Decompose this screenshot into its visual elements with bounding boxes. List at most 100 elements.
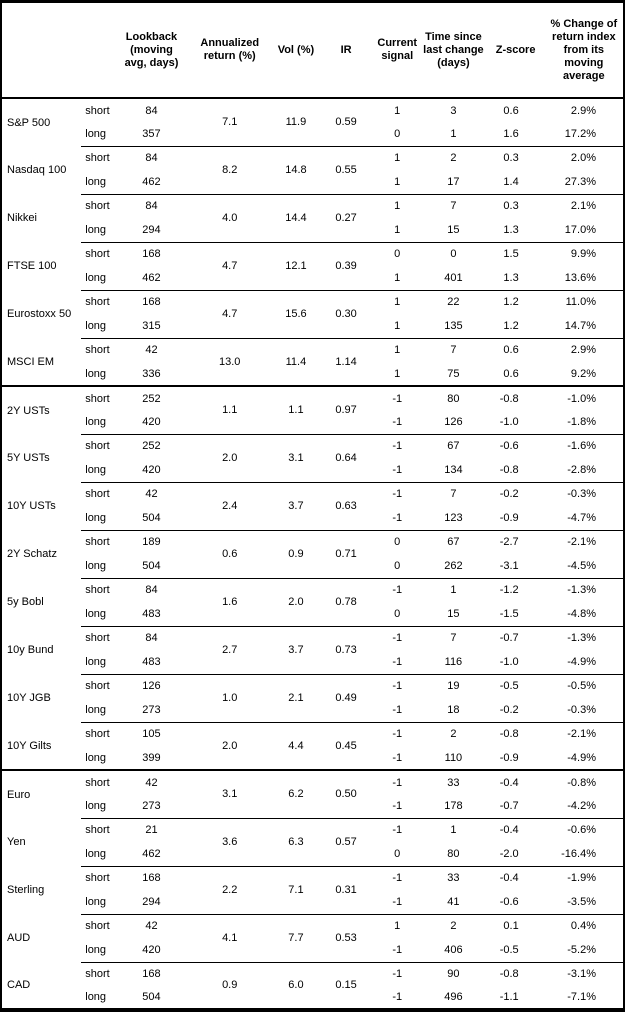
ir-cell: 0.55 (318, 145, 375, 194)
lookback-cell: 294 (142, 223, 161, 236)
current-signal-cell: 1 (394, 367, 401, 380)
pct-change-cell: -0.6% (544, 817, 624, 842)
col-header-leg (81, 1, 118, 99)
annualized-return-cell: 4.1 (185, 913, 274, 962)
leg-label-cell: short (81, 529, 118, 554)
time-since-change-cell: 67 (420, 433, 487, 458)
asset-name-cell: S&P 500 (7, 116, 51, 129)
pct-change-cell: -0.5% (544, 673, 624, 698)
leg-label-cell: short (81, 433, 118, 458)
lookback-cell: 273 (142, 799, 161, 812)
leg-label-cell: short (81, 145, 118, 170)
pct-change-cell: -7.1% (567, 991, 596, 1003)
annualized-return-cell: 4.7 (185, 289, 274, 338)
col-header-time-since-change: Time since last change (days) (420, 1, 487, 99)
pct-change-cell: 9.2% (570, 367, 596, 380)
zscore-cell: -0.8 (486, 721, 545, 746)
table-row: long 273 -1 18 -0.2 -0.3% (1, 698, 624, 722)
pct-change-cell: 9.9% (544, 241, 624, 266)
table-row: 10Y USTs short 42 2.4 3.7 0.63 -1 7 -0.2 -0.3% (1, 481, 624, 530)
ir-cell: 0.30 (318, 289, 375, 338)
current-signal-cell: 0 (394, 607, 401, 620)
zscore-cell: -0.5 (499, 943, 519, 956)
time-since-change-cell: 90 (420, 961, 487, 986)
asset-name-cell: 5y Bobl (7, 596, 44, 608)
current-signal-cell: 1 (374, 145, 421, 170)
vol-cell: 3.7 (273, 625, 318, 674)
zscore-cell: 0.6 (503, 104, 519, 117)
leg-label-cell: long (85, 559, 107, 572)
table-row: long 462 1 17 1.4 27.3% (1, 170, 624, 194)
annualized-return-cell: 1.0 (185, 673, 274, 722)
time-since-change-cell: 1 (450, 127, 457, 140)
pct-change-cell: -1.0% (544, 385, 624, 410)
ir-cell: 0.64 (318, 433, 375, 482)
asset-name-cell: Eurostoxx 50 (7, 308, 72, 320)
time-since-change-cell: 406 (444, 943, 463, 956)
col-header-vol: Vol (%) (273, 1, 318, 99)
annualized-return-cell: 8.2 (185, 145, 274, 194)
asset-name-cell: Euro (1, 769, 82, 818)
pct-change-cell: -0.8% (544, 769, 624, 794)
pct-change-cell: -4.5% (567, 559, 596, 572)
time-since-change-cell: 22 (420, 289, 487, 314)
current-signal-cell: 1 (374, 193, 421, 218)
lookback-cell: 462 (142, 847, 161, 860)
current-signal-cell: 1 (374, 913, 421, 938)
time-since-change-cell: 17 (447, 175, 460, 188)
ir-cell: 0.49 (318, 673, 375, 722)
zscore-cell: -0.9 (499, 511, 519, 524)
time-since-change-cell: 33 (420, 769, 487, 794)
time-since-change-cell: 7 (420, 193, 487, 218)
current-signal-cell: 0 (394, 847, 401, 860)
pct-change-cell: -3.1% (544, 961, 624, 986)
ir-cell: 1.14 (318, 337, 375, 386)
annualized-return-cell: 0.6 (185, 529, 274, 578)
current-signal-cell: 0 (394, 127, 401, 140)
zscore-cell: -0.4 (486, 817, 545, 842)
leg-label-cell: long (85, 511, 107, 524)
zscore-cell: -0.4 (486, 865, 545, 890)
asset-name-cell: 10y Bund (7, 644, 54, 656)
zscore-cell: 0.3 (486, 193, 545, 218)
lookback-cell: 84 (145, 104, 158, 117)
pct-change-cell: 11.0% (544, 289, 624, 314)
leg-label-cell: long (85, 367, 107, 380)
time-since-change-cell: 75 (447, 367, 460, 380)
vol-cell: 7.7 (273, 913, 318, 962)
asset-name-cell: 2Y USTs (1, 385, 82, 434)
pct-change-cell: -4.9% (567, 655, 596, 668)
pct-change-cell: -4.8% (567, 607, 596, 620)
col-header-asset (1, 1, 82, 99)
leg-label-cell: long (85, 703, 107, 716)
asset-name-cell: 10Y USTs (7, 500, 56, 512)
table-row: long 315 1 135 1.2 14.7% (1, 314, 624, 338)
current-signal-cell: -1 (374, 817, 421, 842)
lookback-cell: 504 (142, 991, 161, 1003)
table-row: long 504 -1 496 -1.1 -7.1% (1, 986, 624, 1010)
table-row: 2Y Schatz short 189 0.6 0.9 0.71 0 67 -2.7 -2.1% (1, 529, 624, 578)
lookback-cell: 105 (117, 721, 186, 746)
ir-cell: 0.50 (318, 769, 375, 818)
table-row: long 294 1 15 1.3 17.0% (1, 218, 624, 242)
leg-label-cell: long (85, 463, 107, 476)
current-signal-cell: -1 (374, 577, 421, 602)
zscore-cell: 1.6 (503, 127, 519, 140)
asset-name-cell: CAD (7, 979, 31, 991)
current-signal-cell: -1 (374, 769, 421, 794)
time-since-change-cell: 7 (420, 625, 487, 650)
current-signal-cell: -1 (392, 463, 403, 476)
current-signal-cell: -1 (392, 943, 403, 956)
vol-cell: 6.3 (273, 817, 318, 866)
annualized-return-cell: 3.6 (185, 817, 274, 866)
table-row: 5y Bobl short 84 1.6 2.0 0.78 -1 1 -1.2 -1.3% (1, 577, 624, 626)
table-row: long 420 -1 406 -0.5 -5.2% (1, 938, 624, 962)
ir-cell: 0.97 (318, 385, 375, 434)
time-since-change-cell: 7 (420, 337, 487, 362)
lookback-cell: 168 (117, 865, 186, 890)
col-header-pct-change: % Change of return index from its moving… (544, 1, 624, 99)
current-signal-cell: 1 (374, 337, 421, 362)
annualized-return-cell: 1.1 (185, 385, 274, 434)
pct-change-cell: -4.9% (567, 751, 596, 764)
